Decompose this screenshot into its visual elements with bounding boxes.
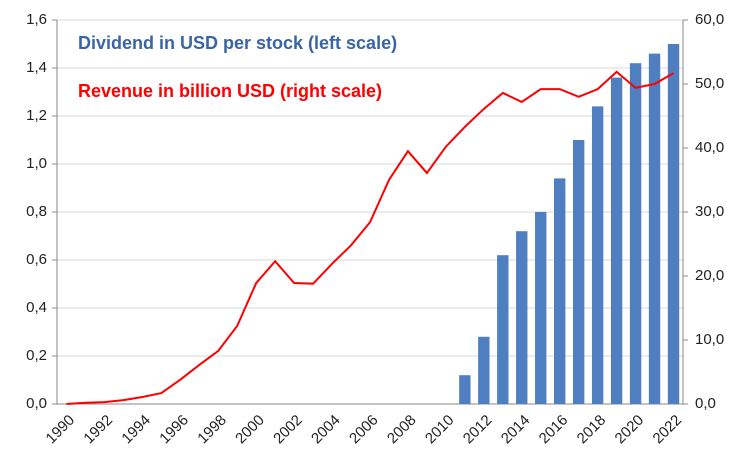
- y-tick-label: 1,0: [26, 155, 47, 172]
- bar: [629, 63, 642, 404]
- y-tick-label: 0,0: [26, 395, 47, 412]
- x-tick-label: 2012: [460, 412, 496, 448]
- x-tick-label: 2004: [308, 412, 344, 448]
- x-tick-label: 2020: [612, 412, 648, 448]
- y-tick-label: 0,4: [26, 299, 47, 316]
- x-tick-label: 2016: [536, 412, 572, 448]
- x-tick-label: 2008: [384, 412, 420, 448]
- bar: [516, 231, 528, 404]
- y-tick-label: 1,4: [26, 59, 47, 76]
- bar: [497, 255, 509, 404]
- y2-tick-label: 50,0: [695, 75, 724, 92]
- legend-entry: Dividend in USD per stock (left scale): [78, 33, 398, 53]
- bar: [554, 178, 566, 404]
- x-tick-label: 1990: [42, 412, 78, 448]
- bar: [535, 212, 547, 404]
- x-tick-label: 2010: [422, 412, 458, 448]
- x-tick-label: 1992: [80, 412, 116, 448]
- y2-tick-label: 0,0: [695, 395, 716, 412]
- x-tick-label: 2022: [650, 412, 686, 448]
- y2-tick-label: 40,0: [695, 139, 724, 156]
- bar: [478, 336, 490, 404]
- bar: [591, 106, 604, 405]
- x-tick-label: 2014: [498, 412, 534, 448]
- y2-tick-label: 10,0: [695, 331, 724, 348]
- y-tick-label: 0,8: [26, 203, 47, 220]
- y-tick-label: 0,2: [26, 347, 47, 364]
- x-tick-label: 2006: [346, 412, 382, 448]
- bar: [648, 53, 661, 404]
- x-tick-label: 2002: [270, 412, 306, 448]
- bar: [459, 375, 471, 404]
- bar: [667, 44, 680, 404]
- legend-entry: Revenue in billion USD (right scale): [78, 81, 383, 101]
- x-tick-label: 1998: [194, 412, 230, 448]
- y2-tick-label: 20,0: [695, 267, 724, 284]
- x-tick-label: 1996: [156, 412, 192, 448]
- x-tick-label: 2018: [574, 412, 610, 448]
- x-tick-label: 2000: [232, 412, 268, 448]
- y2-tick-label: 30,0: [695, 203, 724, 220]
- line: [66, 70, 675, 405]
- y-tick-label: 1,6: [26, 11, 47, 28]
- y-tick-label: 1,2: [26, 107, 47, 124]
- bar: [572, 140, 585, 404]
- bar: [610, 77, 623, 404]
- y2-tick-label: 60,0: [695, 11, 724, 28]
- x-tick-label: 1994: [118, 412, 154, 448]
- y-tick-label: 0,6: [26, 251, 47, 268]
